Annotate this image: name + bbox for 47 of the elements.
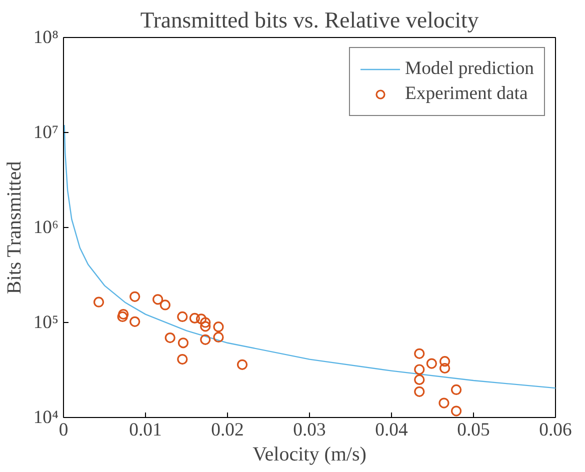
point	[236, 359, 248, 370]
point	[414, 386, 425, 397]
x-tick-label: 0.05	[457, 420, 490, 440]
point	[200, 321, 211, 332]
point	[130, 316, 140, 327]
x-tick-label: 0.06	[539, 420, 572, 440]
y-tick-label: 10⁵	[33, 312, 59, 333]
point	[117, 311, 128, 322]
point	[440, 356, 450, 367]
point	[414, 364, 425, 375]
point	[189, 312, 200, 324]
point	[93, 296, 104, 308]
x-axis-title: Velocity (m/s)	[252, 444, 366, 466]
point	[440, 362, 450, 374]
point	[177, 354, 188, 365]
y-axis-title: Bits Transmitted	[3, 161, 26, 294]
point	[450, 406, 462, 416]
legend-label: Experiment data	[404, 83, 528, 105]
x-tick-label: 0	[58, 420, 68, 440]
point	[200, 317, 211, 328]
point	[414, 348, 425, 359]
point	[213, 332, 224, 343]
point	[438, 398, 450, 408]
point	[160, 300, 170, 310]
point	[130, 291, 140, 302]
line-series	[64, 124, 556, 389]
point	[426, 358, 437, 369]
x-tick-label: 0.02	[211, 420, 244, 440]
point	[213, 322, 224, 332]
point	[200, 334, 211, 345]
x-tick-label: 0.01	[129, 420, 162, 440]
y-tick-label: 10⁷	[33, 122, 59, 143]
point	[177, 311, 188, 322]
point	[118, 309, 129, 320]
point	[414, 374, 425, 385]
point	[450, 384, 462, 396]
y-tick-label: 10⁸	[33, 27, 59, 48]
x-tick-label: 0.03	[293, 420, 326, 440]
x-tick-label: 0.04	[375, 420, 408, 440]
legend-label: Model prediction	[404, 58, 534, 80]
point	[178, 338, 189, 348]
y-tick-label: 10⁴	[33, 407, 59, 428]
point	[164, 332, 176, 344]
chart-title: Transmitted bits vs. Relative velocity	[140, 8, 480, 32]
point	[196, 314, 207, 324]
point	[152, 294, 164, 305]
y-tick-label: 10⁶	[33, 217, 59, 238]
